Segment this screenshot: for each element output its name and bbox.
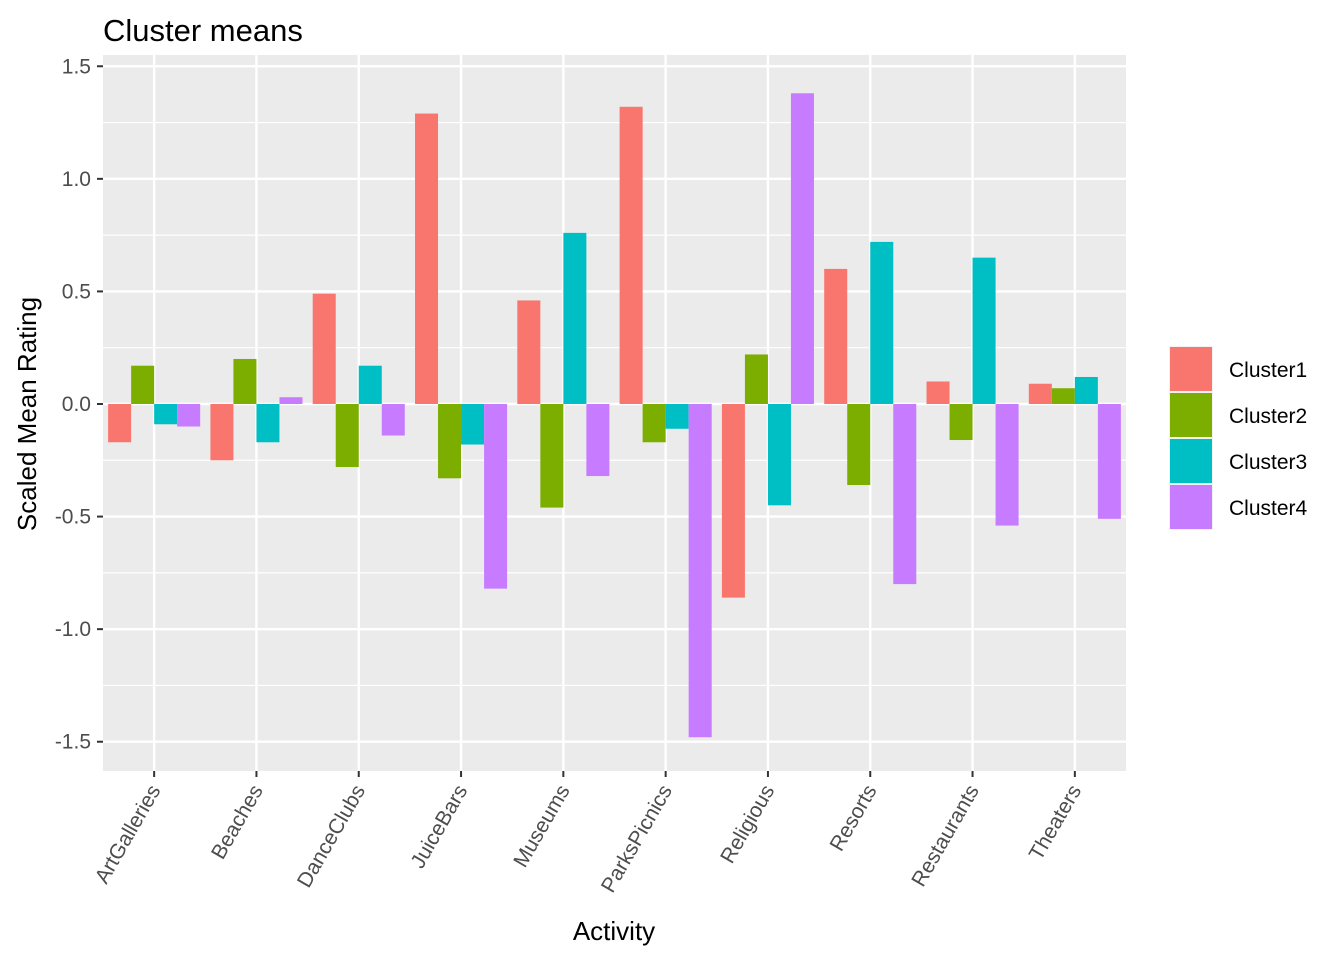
legend: Cluster1 Cluster2 Cluster3 Cluster4 bbox=[1169, 346, 1308, 530]
x-tick-label: DanceClubs bbox=[293, 781, 370, 892]
bar bbox=[131, 365, 155, 404]
x-tick-label: Resorts bbox=[825, 781, 881, 855]
bar bbox=[484, 403, 508, 589]
bar bbox=[312, 293, 336, 404]
bar bbox=[415, 113, 439, 404]
bar bbox=[154, 403, 178, 425]
y-tick-label: -1.0 bbox=[55, 618, 91, 641]
legend-label: Cluster3 bbox=[1229, 451, 1307, 474]
y-tick-label: 0.0 bbox=[62, 393, 91, 416]
bar bbox=[665, 403, 689, 429]
bar bbox=[563, 232, 587, 404]
y-tick-label: -0.5 bbox=[55, 506, 91, 529]
bar bbox=[688, 403, 712, 738]
bar bbox=[108, 403, 132, 443]
bar bbox=[926, 381, 950, 404]
bar bbox=[642, 403, 666, 443]
y-axis-title: Scaled Mean Rating bbox=[12, 297, 42, 531]
minor-gridlines bbox=[103, 121, 1126, 687]
bar bbox=[870, 241, 894, 404]
legend-swatch bbox=[1170, 485, 1212, 529]
legend-swatch bbox=[1170, 347, 1212, 391]
bars bbox=[108, 93, 1121, 738]
bar bbox=[972, 257, 996, 404]
x-tick-label: Beaches bbox=[207, 781, 268, 863]
x-tick-label: Restaurants bbox=[907, 781, 984, 891]
bar bbox=[540, 403, 564, 508]
bar bbox=[233, 358, 257, 404]
x-tick-label: Museums bbox=[509, 781, 574, 871]
bar bbox=[847, 403, 871, 486]
y-axis: -1.5 -1.0 -0.5 0.0 0.5 1.0 1.5 bbox=[55, 55, 103, 754]
bar bbox=[721, 403, 745, 598]
bar bbox=[1051, 388, 1075, 404]
bar bbox=[790, 93, 814, 404]
bar bbox=[256, 403, 280, 443]
bar bbox=[949, 403, 973, 441]
bar bbox=[744, 354, 768, 404]
bar bbox=[335, 403, 359, 468]
bar bbox=[824, 268, 848, 404]
y-tick-label: -1.5 bbox=[55, 731, 91, 754]
legend-swatch bbox=[1170, 439, 1212, 483]
x-tick-label: ParksPicnics bbox=[597, 781, 677, 897]
bar bbox=[279, 397, 303, 404]
bar bbox=[767, 403, 791, 506]
legend-label: Cluster2 bbox=[1229, 405, 1307, 428]
bar bbox=[1028, 383, 1052, 404]
bar bbox=[1074, 376, 1098, 404]
x-axis-title: Activity bbox=[573, 916, 655, 946]
chart-title: Cluster means bbox=[103, 13, 303, 48]
legend-swatch bbox=[1170, 393, 1212, 437]
bar bbox=[619, 106, 643, 404]
bar bbox=[358, 365, 382, 404]
legend-label: Cluster4 bbox=[1229, 497, 1308, 520]
y-tick-label: 1.0 bbox=[62, 168, 91, 191]
x-tick-label: JuiceBars bbox=[406, 781, 472, 872]
bar bbox=[893, 403, 917, 585]
x-axis: ArtGalleries Beaches DanceClubs JuiceBars Mu… bbox=[91, 771, 1086, 897]
y-tick-label: 1.5 bbox=[62, 55, 91, 78]
x-tick-label: Religious bbox=[716, 781, 779, 867]
bar bbox=[177, 403, 201, 427]
bar bbox=[381, 403, 405, 436]
x-tick-label: ArtGalleries bbox=[91, 781, 166, 888]
bar bbox=[586, 403, 610, 477]
bar bbox=[1097, 403, 1121, 519]
legend-label: Cluster1 bbox=[1229, 359, 1307, 382]
x-tick-label: Theaters bbox=[1025, 781, 1086, 864]
y-tick-label: 0.5 bbox=[62, 280, 91, 303]
bar bbox=[438, 403, 462, 479]
bar bbox=[210, 403, 234, 461]
bar bbox=[517, 300, 541, 404]
bar bbox=[995, 403, 1019, 526]
bar bbox=[461, 403, 485, 445]
